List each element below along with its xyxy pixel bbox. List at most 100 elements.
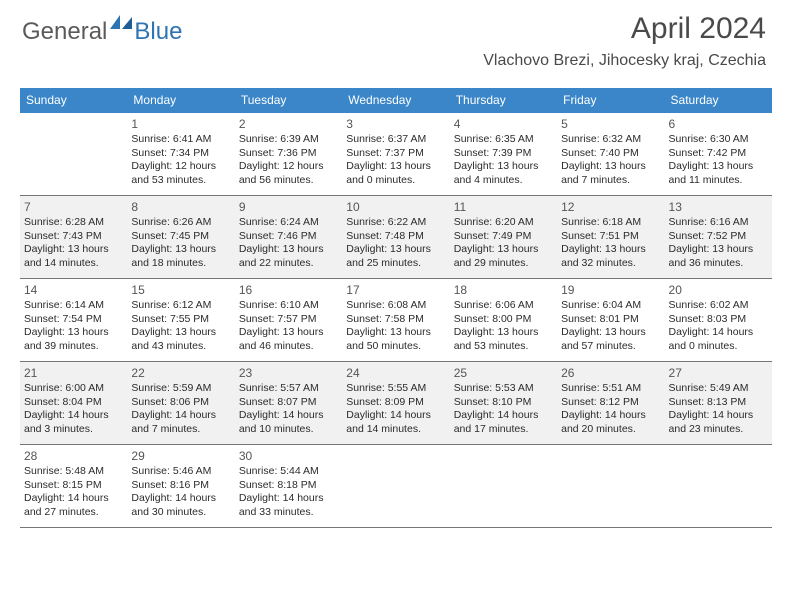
sunrise-text: Sunrise: 5:53 AM <box>454 382 553 396</box>
day-number: 19 <box>561 283 660 297</box>
sunset-text: Sunset: 7:52 PM <box>669 230 768 244</box>
sunset-text: Sunset: 8:00 PM <box>454 313 553 327</box>
sunset-text: Sunset: 7:46 PM <box>239 230 338 244</box>
daylight-text: Daylight: 14 hours and 3 minutes. <box>24 409 123 436</box>
day-number: 7 <box>24 200 123 214</box>
sunrise-text: Sunrise: 5:46 AM <box>131 465 230 479</box>
day-cell: 7Sunrise: 6:28 AMSunset: 7:43 PMDaylight… <box>20 196 127 278</box>
day-number: 8 <box>131 200 230 214</box>
sunrise-text: Sunrise: 6:30 AM <box>669 133 768 147</box>
daylight-text: Daylight: 14 hours and 14 minutes. <box>346 409 445 436</box>
day-cell: 4Sunrise: 6:35 AMSunset: 7:39 PMDaylight… <box>450 113 557 195</box>
daylight-text: Daylight: 13 hours and 14 minutes. <box>24 243 123 270</box>
logo-text-general: General <box>22 18 107 46</box>
daylight-text: Daylight: 12 hours and 53 minutes. <box>131 160 230 187</box>
day-cell: 11Sunrise: 6:20 AMSunset: 7:49 PMDayligh… <box>450 196 557 278</box>
month-title: April 2024 <box>483 12 766 46</box>
week-row: 1Sunrise: 6:41 AMSunset: 7:34 PMDaylight… <box>20 113 772 196</box>
day-number: 12 <box>561 200 660 214</box>
day-number: 21 <box>24 366 123 380</box>
sunset-text: Sunset: 8:18 PM <box>239 479 338 493</box>
sunset-text: Sunset: 7:55 PM <box>131 313 230 327</box>
calendar: SundayMondayTuesdayWednesdayThursdayFrid… <box>20 88 772 528</box>
daylight-text: Daylight: 13 hours and 32 minutes. <box>561 243 660 270</box>
day-cell: 12 Sunrise: 6:18 AMSunset: 7:51 PMDayligh… <box>557 196 664 278</box>
sunrise-text: Sunrise: 6:16 AM <box>669 216 768 230</box>
day-cell: 17Sunrise: 6:08 AMSunset: 7:58 PMDayligh… <box>342 279 449 361</box>
daylight-text: Daylight: 14 hours and 27 minutes. <box>24 492 123 519</box>
daylight-text: Daylight: 13 hours and 46 minutes. <box>239 326 338 353</box>
sunset-text: Sunset: 7:48 PM <box>346 230 445 244</box>
sunset-text: Sunset: 7:54 PM <box>24 313 123 327</box>
daylight-text: Daylight: 14 hours and 33 minutes. <box>239 492 338 519</box>
day-cell: 30Sunrise: 5:44 AMSunset: 8:18 PMDayligh… <box>235 445 342 527</box>
sunset-text: Sunset: 7:57 PM <box>239 313 338 327</box>
daylight-text: Daylight: 14 hours and 7 minutes. <box>131 409 230 436</box>
sunset-text: Sunset: 8:04 PM <box>24 396 123 410</box>
sunset-text: Sunset: 8:03 PM <box>669 313 768 327</box>
sunrise-text: Sunrise: 6:10 AM <box>239 299 338 313</box>
weekday-header-cell: Sunday <box>20 88 127 113</box>
daylight-text: Daylight: 14 hours and 23 minutes. <box>669 409 768 436</box>
day-number: 25 <box>454 366 553 380</box>
sunset-text: Sunset: 8:12 PM <box>561 396 660 410</box>
day-cell <box>342 445 449 527</box>
sunrise-text: Sunrise: 5:51 AM <box>561 382 660 396</box>
day-number: 14 <box>24 283 123 297</box>
day-number: 16 <box>239 283 338 297</box>
day-cell: 25Sunrise: 5:53 AMSunset: 8:10 PMDayligh… <box>450 362 557 444</box>
day-cell: 13Sunrise: 6:16 AMSunset: 7:52 PMDayligh… <box>665 196 772 278</box>
daylight-text: Daylight: 13 hours and 0 minutes. <box>346 160 445 187</box>
sunset-text: Sunset: 7:42 PM <box>669 147 768 161</box>
sunrise-text: Sunrise: 5:48 AM <box>24 465 123 479</box>
day-number: 3 <box>346 117 445 131</box>
sunrise-text: Sunrise: 6:14 AM <box>24 299 123 313</box>
location-text: Vlachovo Brezi, Jihocesky kraj, Czechia <box>483 52 766 70</box>
sunrise-text: Sunrise: 6:20 AM <box>454 216 553 230</box>
sunset-text: Sunset: 7:34 PM <box>131 147 230 161</box>
daylight-text: Daylight: 13 hours and 36 minutes. <box>669 243 768 270</box>
weekday-header-row: SundayMondayTuesdayWednesdayThursdayFrid… <box>20 88 772 113</box>
day-number: 29 <box>131 449 230 463</box>
day-cell: 2Sunrise: 6:39 AMSunset: 7:36 PMDaylight… <box>235 113 342 195</box>
sunrise-text: Sunrise: 6:26 AM <box>131 216 230 230</box>
day-cell: 1Sunrise: 6:41 AMSunset: 7:34 PMDaylight… <box>127 113 234 195</box>
sunset-text: Sunset: 8:01 PM <box>561 313 660 327</box>
day-cell: 15Sunrise: 6:12 AMSunset: 7:55 PMDayligh… <box>127 279 234 361</box>
daylight-text: Daylight: 12 hours and 56 minutes. <box>239 160 338 187</box>
sunrise-text: Sunrise: 6:00 AM <box>24 382 123 396</box>
sunset-text: Sunset: 8:15 PM <box>24 479 123 493</box>
day-cell: 21 Sunrise: 6:00 AMSunset: 8:04 PMDayligh… <box>20 362 127 444</box>
day-cell: 22Sunrise: 5:59 AMSunset: 8:06 PMDayligh… <box>127 362 234 444</box>
daylight-text: Daylight: 13 hours and 22 minutes. <box>239 243 338 270</box>
day-number: 17 <box>346 283 445 297</box>
day-cell: 10Sunrise: 6:22 AMSunset: 7:48 PMDayligh… <box>342 196 449 278</box>
daylight-text: Daylight: 14 hours and 17 minutes. <box>454 409 553 436</box>
day-cell: 6Sunrise: 6:30 AMSunset: 7:42 PMDaylight… <box>665 113 772 195</box>
sunrise-text: Sunrise: 5:44 AM <box>239 465 338 479</box>
sunset-text: Sunset: 8:09 PM <box>346 396 445 410</box>
sunrise-text: Sunrise: 6:02 AM <box>669 299 768 313</box>
sunset-text: Sunset: 7:39 PM <box>454 147 553 161</box>
day-cell: 26Sunrise: 5:51 AMSunset: 8:12 PMDayligh… <box>557 362 664 444</box>
day-cell: 27Sunrise: 5:49 AMSunset: 8:13 PMDayligh… <box>665 362 772 444</box>
day-cell: 5Sunrise: 6:32 AMSunset: 7:40 PMDaylight… <box>557 113 664 195</box>
sunrise-text: Sunrise: 6:24 AM <box>239 216 338 230</box>
sunrise-text: Sunrise: 5:55 AM <box>346 382 445 396</box>
week-row: 14 Sunrise: 6:14 AMSunset: 7:54 PM Dayligh… <box>20 279 772 362</box>
sunset-text: Sunset: 7:51 PM <box>561 230 660 244</box>
day-number: 2 <box>239 117 338 131</box>
logo-text-blue: Blue <box>134 18 182 46</box>
day-cell: 14Sunrise: 6:14 AMSunset: 7:54 PMDayligh… <box>20 279 127 361</box>
sunset-text: Sunset: 8:06 PM <box>131 396 230 410</box>
sunset-text: Sunset: 7:58 PM <box>346 313 445 327</box>
day-cell <box>20 113 127 195</box>
sunrise-text: Sunrise: 6:18 AM <box>561 216 660 230</box>
day-number: 5 <box>561 117 660 131</box>
daylight-text: Daylight: 13 hours and 57 minutes. <box>561 326 660 353</box>
daylight-text: Daylight: 13 hours and 18 minutes. <box>131 243 230 270</box>
day-cell: 16 Sunrise: 6:10 AMSunset: 7:57 PMDayligh… <box>235 279 342 361</box>
daylight-text: Daylight: 13 hours and 4 minutes. <box>454 160 553 187</box>
sunrise-text: Sunrise: 6:41 AM <box>131 133 230 147</box>
day-cell: 8Sunrise: 6:26 AMSunset: 7:45 PMDaylight… <box>127 196 234 278</box>
